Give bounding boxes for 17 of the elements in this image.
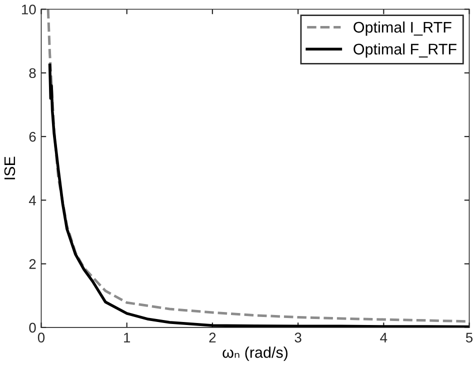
y-tick-label: 4 [28,196,36,206]
legend-label: Optimal I_RTF [354,21,452,36]
x-tick-label: 5 [466,332,473,343]
y-tick-label: 10 [22,4,36,14]
x-tick-label: 4 [380,332,388,342]
y-tick-label: 0 [29,322,36,333]
y-tick-label: 2 [29,259,36,269]
x-tick-label: 3 [294,332,302,343]
x-tick-label: 1 [124,332,130,342]
line-series [48,64,470,328]
legend-label: Optimal F_RTF [354,43,456,58]
y-axis-title: ISE [4,156,16,180]
x-tick-label: 2 [209,332,216,342]
y-tick-label: 6 [29,132,36,142]
y-tick-label: 8 [29,68,36,78]
x-tick-label: 0 [38,332,45,343]
x-axis-title: ωₙ (rad/s) [222,346,288,361]
